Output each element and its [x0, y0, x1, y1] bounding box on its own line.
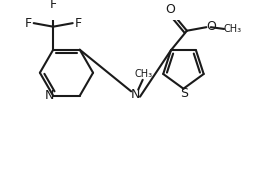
- Text: CH₃: CH₃: [135, 69, 153, 79]
- Text: S: S: [180, 87, 188, 100]
- Text: F: F: [50, 0, 57, 11]
- Text: O: O: [165, 3, 175, 16]
- Text: CH₃: CH₃: [224, 24, 242, 34]
- Text: N: N: [45, 89, 54, 102]
- Text: F: F: [25, 17, 32, 30]
- Text: N: N: [131, 88, 140, 100]
- Text: O: O: [206, 20, 216, 33]
- Text: F: F: [74, 17, 82, 30]
